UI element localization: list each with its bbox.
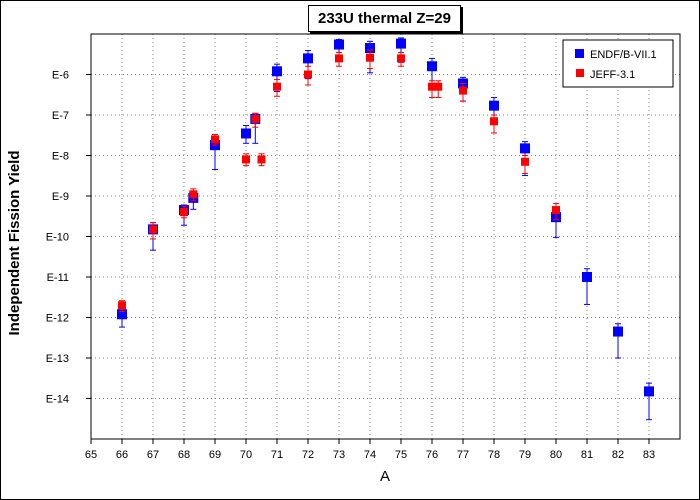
legend-label-jeff: JEFF-3.1	[590, 69, 635, 81]
x-tick-label: 76	[426, 449, 438, 461]
series-endf	[117, 37, 654, 421]
data-point	[257, 155, 266, 164]
legend-label-endf: ENDF/B-VII.1	[590, 49, 657, 61]
grid	[91, 34, 680, 439]
data-point	[211, 135, 219, 144]
data-point	[334, 39, 344, 50]
data-point	[242, 155, 250, 164]
x-tick-label: 80	[550, 449, 562, 461]
data-point	[304, 70, 312, 79]
data-point	[180, 208, 188, 217]
data-point	[520, 143, 530, 154]
x-tick-label: 70	[240, 449, 252, 461]
x-tick-label: 83	[643, 449, 655, 461]
x-tick-label: 66	[116, 449, 128, 461]
data-point	[459, 86, 467, 95]
data-point	[490, 117, 498, 126]
x-tick-label: 74	[364, 449, 376, 461]
data-point	[335, 54, 343, 63]
y-axis: E-6 E-7 E-8 E-9 E-10 E-11 E-12 E-13 E-14	[46, 70, 91, 406]
y-tick-label: E-6	[52, 70, 69, 82]
y-tick-label: E-14	[46, 394, 69, 406]
legend: ENDF/B-VII.1 JEFF-3.1	[562, 39, 674, 88]
y-tick-label: E-12	[46, 313, 69, 325]
x-axis-label: A	[380, 468, 390, 485]
x-tick-label: 71	[271, 449, 283, 461]
x-tick-label: 75	[395, 449, 407, 461]
x-tick-label: 81	[581, 449, 593, 461]
x-axis: 65 66 67 68 69 70 71 72 73 74 75 76 77 78 79 80 81 82 83	[85, 439, 655, 461]
data-point	[434, 82, 443, 91]
legend-swatch-jeff	[576, 69, 584, 77]
y-tick-label: E-9	[52, 191, 69, 203]
data-point	[272, 66, 282, 77]
legend-swatch-endf	[575, 49, 584, 58]
y-tick-label: E-11	[47, 272, 69, 284]
data-point	[303, 53, 313, 64]
data-point	[365, 43, 375, 54]
data-point	[118, 301, 126, 310]
data-point	[189, 190, 198, 199]
series	[117, 37, 654, 421]
data-point	[397, 54, 405, 63]
y-tick-label: E-10	[46, 232, 69, 244]
data-point	[552, 206, 560, 215]
series-jeff	[118, 49, 560, 313]
x-tick-label: 73	[333, 449, 345, 461]
x-tick-label: 82	[612, 449, 624, 461]
data-point	[489, 100, 499, 111]
data-point	[149, 225, 157, 234]
data-point	[644, 386, 654, 397]
x-tick-label: 79	[519, 449, 531, 461]
x-tick-label: 78	[488, 449, 500, 461]
data-point	[251, 114, 260, 123]
y-tick-label: E-13	[46, 353, 69, 365]
legend-box	[562, 39, 674, 88]
data-point	[613, 326, 623, 337]
data-point	[582, 272, 592, 282]
x-tick-label: 67	[147, 449, 159, 461]
x-tick-label: 77	[457, 449, 469, 461]
y-axis-label: Independent Fission Yield	[6, 150, 23, 335]
y-tick-label: E-8	[52, 151, 69, 163]
data-point	[273, 82, 281, 91]
data-point	[521, 157, 529, 166]
chart-title: 233U thermal Z=29	[308, 5, 461, 32]
x-tick-label: 65	[85, 449, 97, 461]
x-tick-label: 69	[209, 449, 221, 461]
y-tick-label: E-7	[52, 110, 69, 122]
data-point	[117, 309, 127, 320]
data-point	[241, 128, 251, 139]
data-point	[366, 53, 374, 62]
chart-title-text: 233U thermal Z=29	[318, 10, 451, 27]
x-tick-label: 72	[302, 449, 314, 461]
data-point	[428, 82, 436, 91]
data-point	[427, 61, 437, 72]
x-tick-label: 68	[178, 449, 190, 461]
data-point	[396, 38, 406, 49]
